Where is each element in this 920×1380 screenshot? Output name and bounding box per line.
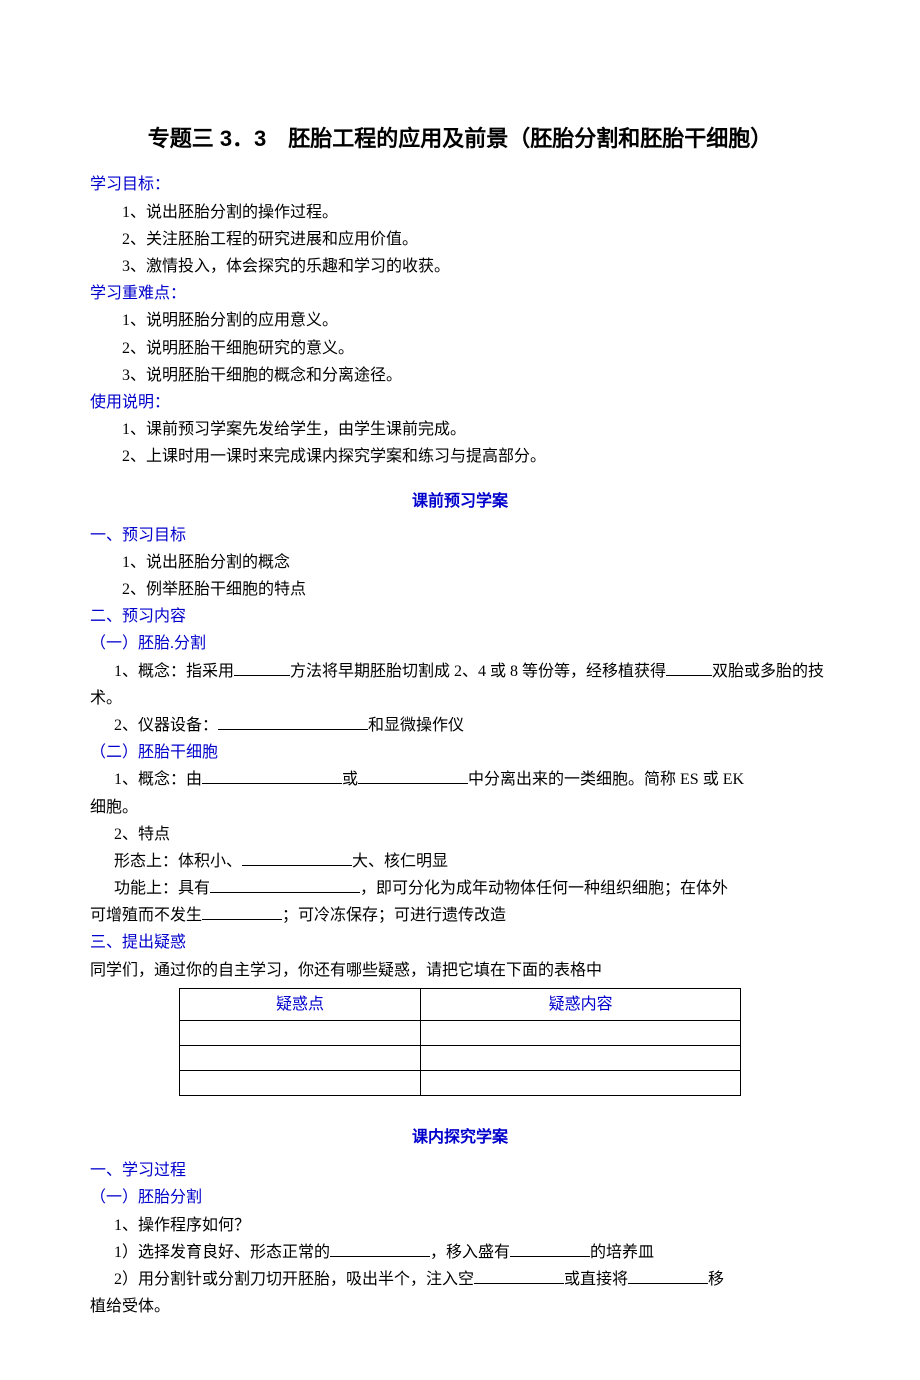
preclass-heading: 课前预习学案: [90, 488, 830, 515]
text-fragment: ；可冷冻保存；可进行遗传改造: [282, 907, 506, 924]
pre-goal-item: 1、说出胚胎分割的概念: [90, 549, 830, 576]
table-cell[interactable]: [421, 1046, 741, 1071]
difficulty-item: 1、说明胚胎分割的应用意义。: [90, 307, 830, 334]
fill-blank[interactable]: [242, 849, 352, 866]
table-header-row: 疑惑点 疑惑内容: [179, 988, 740, 1020]
text-fragment: 的培养皿: [590, 1244, 654, 1261]
table-cell[interactable]: [179, 1071, 420, 1096]
table-cell[interactable]: [179, 1046, 420, 1071]
pre-goal-heading: 一、预习目标: [90, 522, 830, 549]
text-fragment: 方法将早期胚胎切割成 2、4 或 8 等份等，经移植获得: [290, 663, 666, 680]
table-row: [179, 1021, 740, 1046]
goal-item: 3、激情投入，体会探究的乐趣和学习的收获。: [90, 253, 830, 280]
goal-item: 2、关注胚胎工程的研究进展和应用价值。: [90, 226, 830, 253]
doubt-heading: 三、提出疑惑: [90, 929, 830, 956]
difficulties-heading: 学习重难点：: [90, 280, 830, 307]
section2-item1-tail: 细胞。: [90, 794, 830, 821]
table-row: [179, 1046, 740, 1071]
text-fragment: 2）用分割针或分割刀切开胚胎，吸出半个，注入空: [114, 1271, 474, 1288]
text-fragment: 功能上：具有: [114, 880, 210, 897]
table-cell[interactable]: [421, 1071, 741, 1096]
section2-item2-line2-tail: 可增殖而不发生 ；可冷冻保存；可进行遗传改造: [90, 902, 830, 929]
section1-heading: （一）胚胎.分割: [90, 630, 830, 657]
goal-item: 1、说出胚胎分割的操作过程。: [90, 199, 830, 226]
text-fragment: 或: [342, 771, 358, 788]
doubt-table: 疑惑点 疑惑内容: [179, 988, 741, 1096]
fill-blank[interactable]: [202, 903, 282, 920]
text-fragment: ，移入盛有: [430, 1244, 510, 1261]
section2-heading: （二）胚胎干细胞: [90, 739, 830, 766]
goals-heading: 学习目标：: [90, 171, 830, 198]
text-fragment: 大、核仁明显: [352, 853, 448, 870]
section2-item2-line2: 功能上：具有 ，即可分化为成年动物体任何一种组织细胞；在体外: [90, 875, 830, 902]
section1b-heading: （一）胚胎分割: [90, 1184, 830, 1211]
section1-item1: 1、概念：指采用方法将早期胚胎切割成 2、4 或 8 等份等，经移植获得双胎或多…: [90, 658, 830, 712]
fill-blank[interactable]: [628, 1267, 708, 1284]
fill-blank[interactable]: [234, 659, 290, 676]
text-fragment: 可增殖而不发生: [90, 907, 202, 924]
fill-blank[interactable]: [210, 876, 360, 893]
text-fragment: 1、概念：指采用: [114, 663, 234, 680]
study-heading: 一、学习过程: [90, 1157, 830, 1184]
page-container: 专题三 3．3 胚胎工程的应用及前景（胚胎分割和胚胎干细胞） 学习目标： 1、说…: [0, 0, 920, 1380]
text-fragment: ，即可分化为成年动物体任何一种组织细胞；在体外: [360, 880, 728, 897]
text-fragment: 形态上：体积小、: [114, 853, 242, 870]
instructions-heading: 使用说明：: [90, 389, 830, 416]
text-fragment: 中分离出来的一类细胞。简称 ES 或 EK: [468, 771, 744, 788]
fill-blank[interactable]: [666, 659, 712, 676]
section1b-q1: 1、操作程序如何？: [90, 1212, 830, 1239]
instruction-item: 1、课前预习学案先发给学生，由学生课前完成。: [90, 416, 830, 443]
text-fragment: 移: [708, 1271, 724, 1288]
fill-blank[interactable]: [474, 1267, 564, 1284]
fill-blank[interactable]: [218, 713, 368, 730]
section2-item2-label: 2、特点: [90, 821, 830, 848]
section2-item2-line1: 形态上：体积小、 大、核仁明显: [90, 848, 830, 875]
text-fragment: 和显微操作仪: [368, 717, 464, 734]
document-title: 专题三 3．3 胚胎工程的应用及前景（胚胎分割和胚胎干细胞）: [90, 120, 830, 157]
table-cell[interactable]: [179, 1021, 420, 1046]
text-fragment: 1、概念：由: [114, 771, 202, 788]
text-fragment: 2、仪器设备：: [114, 717, 218, 734]
section2-item1: 1、概念：由 或 中分离出来的一类细胞。简称 ES 或 EK: [90, 766, 830, 793]
inclass-heading: 课内探究学案: [90, 1124, 830, 1151]
table-header-cell: 疑惑内容: [421, 988, 741, 1020]
section1b-q1-line2-tail: 植给受体。: [90, 1293, 830, 1320]
doubt-intro: 同学们，通过你的自主学习，你还有哪些疑惑，请把它填在下面的表格中: [90, 957, 830, 984]
text-fragment: 或直接将: [564, 1271, 628, 1288]
table-cell[interactable]: [421, 1021, 741, 1046]
fill-blank[interactable]: [202, 767, 342, 784]
section1b-q1-line1: 1）选择发育良好、形态正常的 ，移入盛有 的培养皿: [90, 1239, 830, 1266]
table-row: [179, 1071, 740, 1096]
text-fragment: 1）选择发育良好、形态正常的: [114, 1244, 330, 1261]
fill-blank[interactable]: [330, 1240, 430, 1257]
difficulty-item: 3、说明胚胎干细胞的概念和分离途径。: [90, 362, 830, 389]
difficulty-item: 2、说明胚胎干细胞研究的意义。: [90, 335, 830, 362]
section1-item2: 2、仪器设备： 和显微操作仪: [90, 712, 830, 739]
fill-blank[interactable]: [510, 1240, 590, 1257]
pre-goal-item: 2、例举胚胎干细胞的特点: [90, 576, 830, 603]
table-header-cell: 疑惑点: [179, 988, 420, 1020]
section1b-q1-line2: 2）用分割针或分割刀切开胚胎，吸出半个，注入空 或直接将 移: [90, 1266, 830, 1293]
fill-blank[interactable]: [358, 767, 468, 784]
pre-content-heading: 二、预习内容: [90, 603, 830, 630]
instruction-item: 2、上课时用一课时来完成课内探究学案和练习与提高部分。: [90, 443, 830, 470]
